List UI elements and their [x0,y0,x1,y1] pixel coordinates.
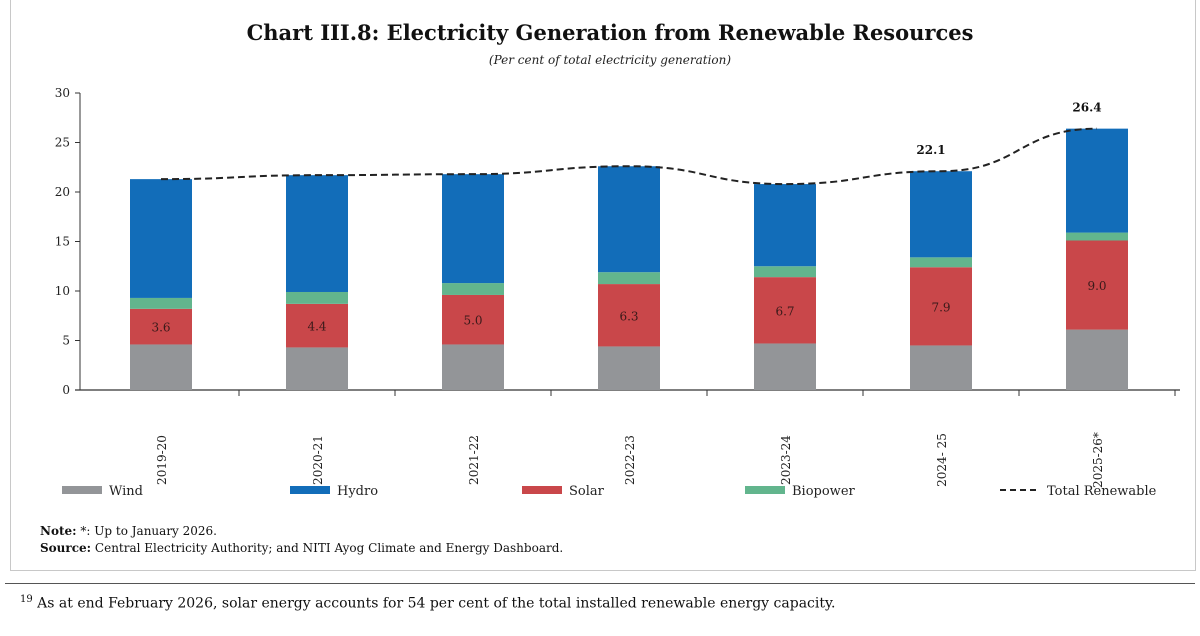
x-tick-label: 2021-22 [467,435,481,485]
y-tick-label: 0 [62,383,70,397]
chart-title: Chart III.8: Electricity Generation from… [247,20,974,45]
bar-biopower [1066,232,1128,241]
bar-wind [910,345,972,390]
bar-hydro [130,179,192,298]
data-label-solar: 5.0 [463,314,482,328]
y-tick-label: 5 [62,334,70,348]
total-label: 26.4 [1072,101,1101,115]
chart-notes: Note: *: Up to January 2026. Source: Cen… [40,523,563,557]
legend-label-solar: Solar [569,484,605,499]
legend-swatch-biopower [745,486,785,494]
bar-solar [286,303,348,348]
data-label-solar: 6.3 [619,309,638,323]
chart: Chart III.8: Electricity Generation from… [55,20,1180,499]
x-tick-label: 2022-23 [623,435,637,485]
bar-wind [598,346,660,390]
legend-swatch-hydro [290,486,330,494]
bar-solar [754,277,816,344]
bar-biopower [286,291,348,304]
bar-wind [754,343,816,390]
y-tick-label: 25 [55,136,70,150]
bar-hydro [286,175,348,292]
footnote: 19 As at end February 2026, solar energy… [20,594,836,612]
data-label-solar: 3.6 [151,321,170,335]
bar-biopower [442,283,504,295]
bar-solar [1066,240,1128,330]
y-tick-label: 15 [55,235,70,249]
x-tick-label: 2023-24 [779,435,793,485]
footnote-divider [5,583,1195,584]
legend-swatch-wind [62,486,102,494]
bar-hydro [1066,128,1128,233]
bar-solar [442,294,504,345]
bar-hydro [598,166,660,273]
bar-biopower [910,257,972,268]
data-label-solar: 4.4 [307,320,326,334]
bar-solar [130,308,192,345]
y-tick-label: 20 [55,185,70,199]
bar-hydro [754,184,816,267]
bar-hydro [442,174,504,284]
bar-wind [286,347,348,390]
bar-wind [1066,329,1128,390]
x-tick-label: 2019-20 [155,435,169,485]
bar-solar [910,267,972,346]
data-label-solar: 9.0 [1087,279,1106,293]
y-tick-label: 30 [55,86,70,100]
legend-label-hydro: Hydro [337,484,378,499]
bar-biopower [598,272,660,285]
bar-wind [442,344,504,390]
legend-swatch-solar [522,486,562,494]
x-tick-label: 2020-21 [311,435,325,485]
bar-hydro [910,171,972,258]
data-label-solar: 6.7 [775,304,794,318]
chart-frame [10,0,1196,571]
bar-biopower [130,297,192,309]
total-label: 22.1 [916,143,945,157]
data-label-solar: 7.9 [931,300,950,314]
y-tick-label: 10 [55,284,70,298]
legend-label-biopower: Biopower [792,484,856,499]
source-line: Source: Central Electricity Authority; a… [40,541,564,555]
x-tick-label: 2025-26* [1091,432,1105,488]
bar-solar [598,284,660,347]
note-line: Note: *: Up to January 2026. [40,524,217,538]
legend-label-wind: Wind [109,484,143,499]
total-renewable-line [160,127,1098,186]
chart-subtitle: (Per cent of total electricity generatio… [489,53,731,67]
legend-label-total: Total Renewable [1047,484,1157,499]
x-tick-label: 2024- 25 [935,433,949,487]
bar-wind [130,344,192,390]
bar-biopower [754,266,816,278]
